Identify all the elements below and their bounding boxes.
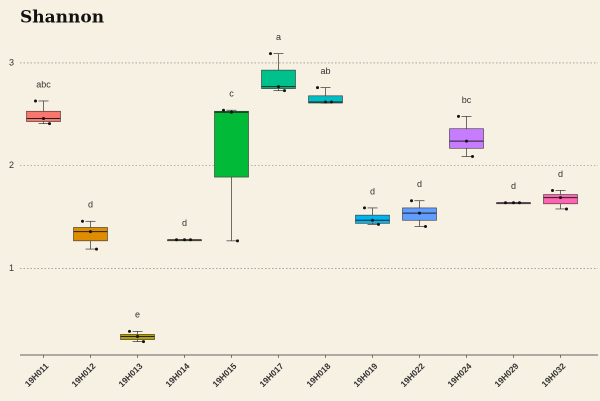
x-tick-label: 19H022 (398, 361, 426, 389)
point (410, 199, 413, 203)
group-letter: d (417, 179, 422, 189)
x-tick-label: 19H012 (69, 361, 97, 389)
x-tick-label: 19H029 (492, 361, 520, 389)
point (424, 224, 427, 228)
point (95, 247, 98, 251)
point (471, 155, 474, 159)
point (142, 340, 145, 344)
box (449, 128, 484, 149)
x-tick-label: 19H011 (23, 361, 51, 389)
point (330, 100, 333, 104)
point (89, 230, 92, 234)
group-letter: c (229, 89, 234, 99)
group-letter: abc (36, 79, 51, 89)
point (277, 85, 280, 89)
x-tick-label: 19H019 (351, 361, 379, 389)
chart-title: Shannon (20, 8, 104, 28)
point (183, 238, 186, 242)
point (465, 139, 468, 143)
point (457, 114, 460, 118)
point (81, 219, 84, 223)
box (73, 227, 108, 242)
point (175, 238, 178, 242)
group-letter: d (182, 218, 187, 228)
group-letter: bc (462, 95, 472, 105)
x-tick-label: 19H018 (304, 361, 332, 389)
y-tick-label: 2 (9, 160, 14, 170)
point (316, 86, 319, 90)
x-tick-label: 19H017 (257, 361, 285, 389)
box (261, 69, 296, 89)
group-letter: e (135, 310, 140, 320)
point (236, 239, 239, 243)
point (42, 116, 45, 120)
group-letter: ab (320, 66, 330, 76)
box (214, 110, 249, 178)
box (26, 110, 61, 122)
point (504, 201, 507, 205)
x-tick-label: 19H013 (116, 361, 144, 389)
group-letter: d (511, 181, 516, 191)
group-letter: d (370, 186, 375, 196)
y-tick-label: 3 (9, 57, 14, 67)
point (559, 196, 562, 200)
point (551, 188, 554, 192)
point (34, 99, 37, 103)
point (565, 207, 568, 211)
point (136, 334, 139, 338)
box (543, 194, 578, 205)
x-tick-label: 19H032 (539, 361, 567, 389)
point (377, 222, 380, 226)
point (371, 218, 374, 222)
group-letter: d (558, 169, 563, 179)
group-letter: d (88, 200, 93, 210)
x-tick-label: 19H015 (210, 361, 238, 389)
point (512, 201, 515, 205)
x-tick-label: 19H014 (163, 361, 191, 389)
point (283, 89, 286, 93)
point (48, 122, 51, 126)
x-tick-label: 19H024 (445, 361, 473, 389)
point (363, 206, 366, 210)
point (189, 238, 192, 242)
group-letter: a (276, 32, 281, 42)
y-tick-label: 1 (9, 263, 14, 273)
point (128, 329, 131, 333)
point (518, 201, 521, 205)
point (230, 110, 233, 114)
point (269, 52, 272, 56)
point (324, 100, 327, 104)
point (222, 108, 225, 112)
point (418, 211, 421, 215)
